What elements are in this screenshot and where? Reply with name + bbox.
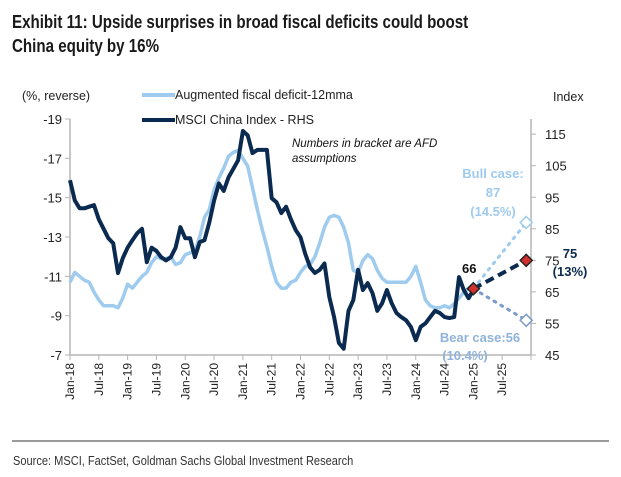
x-axis-tick-label: Jul-25 (495, 363, 509, 396)
x-axis-tick-label: Jan-18 (63, 363, 77, 400)
source-note: Source: MSCI, FactSet, Goldman Sachs Glo… (13, 453, 354, 468)
x-axis-tick-label: Jan-19 (121, 363, 135, 400)
marker-bull-case (519, 215, 534, 230)
x-axis-tick-label: Jul-21 (265, 363, 279, 396)
right-axis-tick-label: 105 (545, 159, 567, 174)
marker-bear-case (519, 313, 534, 328)
annotation-line2: assumptions (292, 153, 357, 165)
projection-bull (471, 220, 528, 291)
x-axis-tick-label: Jan-21 (236, 363, 250, 400)
right-axis-tick-label: 95 (545, 190, 559, 205)
label-bull-assumption: (14.5%) (470, 204, 516, 219)
chart-plot: (%, reverse) Index Augmented fiscal defi… (22, 88, 588, 400)
label-base-assumption: (13%) (553, 264, 588, 279)
label-base-value: 75 (563, 246, 577, 261)
left-axis-tick-label: -19 (43, 112, 62, 127)
chart-title-line2: China equity by 16% (12, 36, 160, 56)
label-bear-case: Bear case:56 (440, 330, 520, 345)
x-axis-tick-label: Jan-25 (466, 363, 480, 400)
right-axis-tick-label: 45 (545, 348, 559, 363)
left-axis-tick-label: -9 (50, 309, 62, 324)
label-current-66: 66 (462, 261, 476, 276)
right-axis-tick-label: 75 (545, 253, 559, 268)
x-axis-tick-label: Jul-24 (438, 363, 452, 396)
legend-label-afd: Augmented fiscal deficit-12mma (175, 88, 353, 102)
label-bear-assumption: (10.4%) (442, 348, 488, 363)
x-axis-tick-label: Jan-23 (351, 363, 365, 400)
label-bull-case: Bull case: (462, 166, 523, 181)
marker-base-case (519, 253, 534, 268)
annotation-line1: Numbers in bracket are AFD (292, 138, 437, 150)
right-axis-tick-label: 55 (545, 316, 559, 331)
left-axis-tick-label: -11 (44, 269, 62, 284)
left-axis-label: (%, reverse) (22, 89, 90, 103)
left-axis-tick-label: -7 (50, 348, 62, 363)
left-axis-tick-label: -15 (43, 191, 62, 206)
series-line-msci (68, 129, 476, 351)
projection-bear (471, 287, 528, 322)
x-axis-tick-label: Jan-22 (294, 363, 308, 400)
right-axis-label: Index (553, 90, 584, 104)
x-axis-tick-label: Jan-20 (178, 363, 192, 400)
left-axis-tick-label: -17 (43, 151, 62, 166)
x-axis-tick-label: Jul-18 (92, 363, 106, 396)
x-axis-tick-label: Jul-20 (207, 363, 221, 396)
x-axis-tick-label: Jul-19 (149, 363, 163, 396)
x-axis-tick-label: Jul-22 (322, 363, 336, 396)
footer-divider (12, 440, 609, 442)
label-bull-value: 87 (486, 185, 500, 200)
x-axis-tick-label: Jan-24 (409, 363, 423, 400)
right-axis-tick-label: 65 (545, 285, 559, 300)
x-axis-tick-label: Jul-23 (380, 363, 394, 396)
left-axis-tick-label: -13 (43, 230, 62, 245)
projection-base (472, 258, 528, 291)
chart-title-line1: Exhibit 11: Upside surprises in broad fi… (12, 12, 469, 32)
legend-label-msci: MSCI China Index - RHS (175, 113, 314, 127)
right-axis-tick-label: 115 (545, 127, 566, 142)
marker-current (466, 281, 481, 296)
right-axis-tick-label: 85 (545, 222, 559, 237)
series-line-afd (68, 148, 475, 310)
